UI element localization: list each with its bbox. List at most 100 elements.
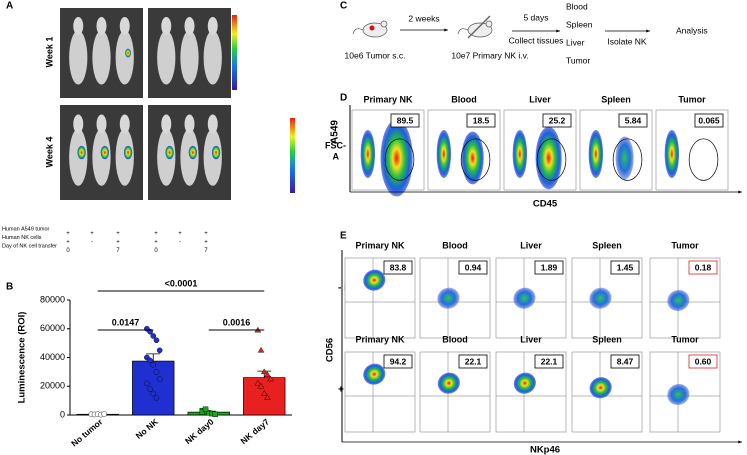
x-tick-label: NK day7: [238, 416, 271, 446]
point: [150, 390, 157, 397]
colorbar: [290, 118, 295, 193]
y-axis-label: Luminescence (ROI): [17, 312, 28, 404]
label: +: [90, 231, 94, 237]
label: NKp46: [530, 445, 560, 455]
bar: [243, 377, 286, 416]
gate-value: 0.94: [465, 262, 482, 272]
gate-value: 83.8: [390, 262, 407, 272]
mouse-tail: [457, 28, 469, 35]
plot-title: Blood: [451, 94, 477, 104]
error-bar: [146, 353, 161, 362]
label: A549: [330, 120, 341, 144]
significance: 0.0016: [223, 317, 251, 327]
label: 7: [116, 248, 120, 254]
point: [144, 380, 150, 387]
gate-value: 89.5: [397, 115, 414, 125]
gate-value: 1.89: [541, 262, 558, 272]
panel-letter: E: [340, 231, 347, 242]
label: CD56: [325, 338, 336, 362]
gate-value: 18.5: [473, 115, 490, 125]
density: [513, 372, 536, 394]
label: +: [204, 231, 208, 237]
density: [535, 126, 562, 190]
gate-box: [618, 113, 648, 128]
label: 7: [204, 248, 208, 254]
gate-value: 25.2: [549, 115, 566, 125]
label: Tumor: [566, 55, 590, 65]
label: +: [116, 231, 120, 237]
plot-title: Liver: [520, 334, 542, 344]
gate-box: [542, 113, 572, 128]
mouse-ear: [485, 20, 493, 28]
arrow-head: [646, 29, 650, 33]
mouse-head: [119, 114, 130, 134]
mouse: [92, 30, 111, 85]
point: [147, 386, 153, 392]
gate-value: 8.47: [617, 356, 634, 366]
gate-box: [694, 113, 724, 128]
mouse-head: [207, 17, 218, 35]
panel-letter: B: [6, 282, 13, 293]
mouse-head: [119, 17, 130, 35]
gate-value: 0.18: [695, 262, 712, 272]
label: 2 weeks: [408, 13, 439, 23]
label: +: [154, 231, 158, 237]
plot-title: Tumor: [671, 334, 699, 344]
arrow-head: [444, 28, 448, 32]
gate-value: 22.1: [465, 356, 482, 366]
label: +: [178, 231, 182, 237]
label: 10e6 Tumor s.c.: [345, 50, 406, 60]
signal: [165, 145, 174, 160]
mouse: [180, 30, 199, 85]
gate-box: [534, 260, 564, 275]
plot-title: Primary NK: [355, 240, 405, 250]
gate-box: [688, 354, 718, 369]
mouse: [203, 30, 222, 85]
point: [153, 369, 160, 375]
mouse-head: [96, 114, 107, 134]
label: -: [179, 240, 181, 246]
panel-letter: D: [340, 93, 347, 104]
mouse: [203, 128, 222, 186]
label: +: [116, 240, 120, 246]
mouse: [157, 30, 176, 85]
density: [437, 287, 460, 309]
label: Human A549 tumor: [2, 226, 50, 232]
gate-value: 1.45: [617, 262, 634, 272]
density: [363, 269, 386, 291]
density: [512, 130, 528, 178]
mouse: [157, 128, 176, 186]
density: [667, 289, 690, 312]
label: Analysis: [676, 25, 708, 35]
mouse: [115, 30, 134, 85]
mouse-head: [73, 114, 84, 134]
mouse-head: [184, 17, 195, 35]
density: [461, 131, 484, 185]
label: A: [333, 151, 340, 161]
point: [212, 411, 218, 417]
plot-title: Liver: [520, 240, 542, 250]
y-tick-label: 80000: [40, 294, 65, 304]
label: FSC-: [325, 140, 346, 150]
arrow-head: [556, 29, 560, 33]
significance: 0.0147: [112, 317, 140, 327]
syringe: [467, 15, 491, 39]
point: [202, 406, 209, 412]
label: 0: [66, 248, 70, 254]
point: [156, 347, 163, 354]
gate-box: [466, 113, 496, 128]
point: [260, 390, 268, 396]
x-tick-label: No NK: [134, 416, 161, 441]
bar: [132, 360, 175, 416]
gate-box: [610, 354, 640, 369]
density: [380, 119, 413, 197]
point: [199, 409, 206, 415]
mouse: [180, 128, 199, 186]
gate-box: [688, 260, 718, 275]
x-tick-label: No tumor: [69, 416, 105, 448]
gate: [384, 138, 415, 181]
mouse: [92, 128, 111, 186]
density: [437, 372, 460, 394]
mouse-tail: [352, 28, 364, 35]
